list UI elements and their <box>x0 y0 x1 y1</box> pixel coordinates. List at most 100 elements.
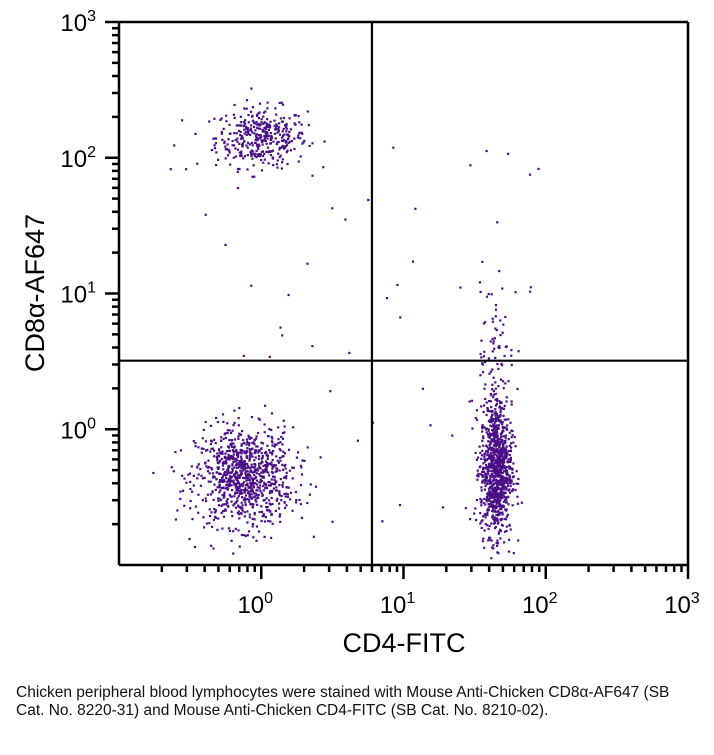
data-point <box>239 448 242 452</box>
data-point <box>285 504 288 507</box>
data-point <box>484 485 487 488</box>
data-point <box>301 142 304 145</box>
data-point <box>263 481 266 484</box>
data-point <box>314 485 318 488</box>
data-point <box>501 458 504 461</box>
data-point <box>193 545 196 549</box>
data-point <box>508 478 511 481</box>
data-point <box>287 141 290 145</box>
data-point <box>277 438 280 441</box>
data-point <box>492 433 496 436</box>
data-point <box>502 414 505 417</box>
data-point <box>489 446 492 449</box>
data-point <box>244 131 247 134</box>
data-point <box>264 132 267 135</box>
data-point <box>480 486 483 489</box>
data-point <box>497 492 500 495</box>
data-point <box>501 427 504 430</box>
data-point <box>495 453 498 457</box>
x-tick-label: 100 <box>237 590 273 619</box>
data-point <box>306 110 309 113</box>
data-point <box>233 409 236 412</box>
data-point <box>488 457 491 460</box>
data-point <box>474 507 477 510</box>
data-point <box>285 130 288 133</box>
data-point <box>196 477 199 480</box>
data-point <box>229 495 232 498</box>
data-point <box>266 146 270 149</box>
data-point <box>508 538 511 541</box>
data-point <box>504 470 507 473</box>
data-point <box>244 474 248 477</box>
data-point <box>213 475 216 478</box>
data-point <box>179 449 183 452</box>
data-point <box>232 479 235 482</box>
data-point <box>480 499 483 502</box>
data-point <box>501 466 505 469</box>
data-point <box>495 444 498 448</box>
data-point <box>509 456 512 459</box>
data-point <box>242 464 245 467</box>
data-point <box>331 520 334 523</box>
data-point <box>259 481 262 484</box>
data-point <box>499 408 502 411</box>
data-point <box>501 447 504 450</box>
data-point <box>512 441 515 444</box>
data-point <box>213 144 216 147</box>
data-point <box>491 457 494 460</box>
data-point <box>511 467 514 470</box>
data-point <box>250 154 253 158</box>
data-point <box>482 462 485 465</box>
data-point <box>283 492 286 496</box>
data-point <box>221 477 224 480</box>
data-point <box>489 452 492 455</box>
data-point <box>210 468 214 471</box>
data-point <box>256 139 259 142</box>
data-point <box>221 527 224 530</box>
data-point <box>208 465 211 469</box>
data-point <box>495 419 498 422</box>
data-point <box>501 467 504 470</box>
data-point <box>298 498 301 501</box>
data-point <box>265 142 268 145</box>
data-point <box>227 468 230 471</box>
data-point <box>208 120 211 123</box>
data-point <box>501 504 505 507</box>
data-point <box>287 486 290 489</box>
data-point <box>265 464 268 467</box>
data-point <box>260 510 264 514</box>
data-point <box>300 466 303 469</box>
data-point <box>265 454 268 457</box>
data-point <box>494 482 497 485</box>
data-point <box>508 523 511 526</box>
data-point <box>266 118 269 121</box>
data-point <box>508 475 511 478</box>
data-point <box>237 462 240 465</box>
data-point <box>482 435 485 438</box>
data-point <box>297 115 300 118</box>
data-point <box>274 489 277 492</box>
data-point <box>211 490 214 493</box>
data-point <box>510 354 513 357</box>
data-point <box>492 340 495 343</box>
data-point <box>223 491 226 494</box>
data-point <box>249 453 252 456</box>
data-point <box>482 355 485 358</box>
data-point <box>205 465 208 468</box>
data-point <box>250 497 253 500</box>
data-point <box>232 461 235 464</box>
data-point <box>509 528 512 531</box>
data-point <box>276 459 279 462</box>
data-point <box>225 459 228 462</box>
data-point <box>496 551 499 554</box>
data-point <box>271 475 275 478</box>
data-point <box>197 493 200 496</box>
data-point <box>212 518 215 521</box>
data-point <box>192 474 195 477</box>
data-point <box>241 482 244 485</box>
data-point <box>222 515 226 518</box>
data-point <box>250 416 253 419</box>
data-point <box>204 440 207 443</box>
data-point <box>478 445 481 448</box>
data-point <box>322 166 325 169</box>
